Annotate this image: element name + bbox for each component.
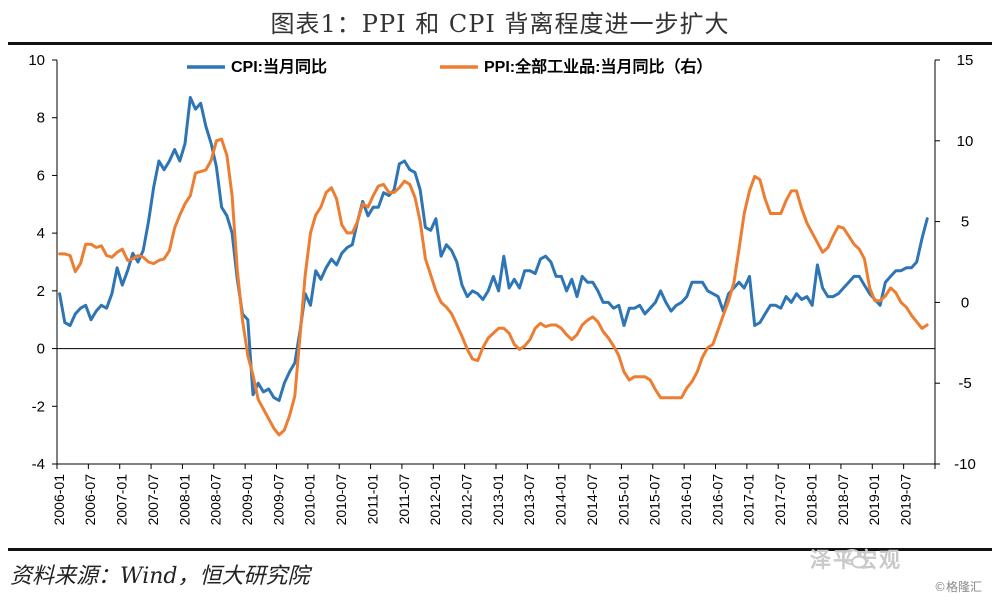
- y-left-tick-label: 6: [37, 167, 45, 184]
- x-tick-label: 2017-01: [741, 474, 757, 526]
- y-right-tick-label: 15: [957, 52, 974, 69]
- x-tick-label: 2011-07: [396, 474, 412, 525]
- x-tick-label: 2012-01: [427, 474, 443, 526]
- line-chart: -4 -2 0 2 4 6 8 10 -10 -5 0 5 10 15 2006-01 2006-07 2007…: [28, 52, 976, 526]
- x-tick-label: 2007-07: [145, 474, 161, 526]
- x-tick-label: 2010-07: [333, 474, 349, 526]
- y-left-tick-label: -2: [32, 398, 45, 415]
- x-tick-label: 2009-07: [270, 474, 286, 526]
- y-right-tick-label: -5: [958, 375, 971, 392]
- chart-title: 图表1：PPI 和 CPI 背离程度进一步扩大: [270, 10, 730, 38]
- x-tick-label: 2011-01: [364, 474, 380, 525]
- x-tick-label: 2015-01: [615, 474, 631, 526]
- legend-ppi-label: PPI:全部工业品:当月同比（右）: [484, 57, 712, 76]
- series-line-ppi: [58, 137, 929, 437]
- y-left-tick-label: 2: [37, 283, 45, 300]
- y-left-tick-label: 4: [37, 225, 45, 242]
- top-rule: [8, 42, 992, 45]
- y-right-tick-label: -10: [954, 456, 976, 473]
- x-tick-label: 2014-01: [553, 474, 569, 526]
- series-line-cpi: [58, 96, 929, 402]
- x-tick-label: 2013-01: [490, 474, 506, 526]
- bottom-rule: [8, 548, 992, 551]
- x-tick-label: 2018-07: [835, 474, 851, 526]
- y-right-tick-label: 5: [961, 214, 969, 231]
- wechat-icon: [842, 549, 867, 569]
- x-tick-label: 2012-07: [459, 474, 475, 526]
- x-tick-label: 2016-01: [678, 474, 694, 526]
- x-tick-label: 2016-07: [709, 474, 725, 526]
- y-left-tick-label: 8: [37, 110, 45, 127]
- x-tick-label: 2006-07: [82, 474, 98, 526]
- x-tick-label: 2017-07: [772, 474, 788, 526]
- x-tick-label: 2008-01: [176, 474, 192, 526]
- x-tick-label: 2010-01: [302, 474, 318, 526]
- watermark: ©格隆汇: [934, 580, 983, 594]
- x-tick-label: 2006-01: [51, 474, 67, 526]
- x-tick-label: 2007-01: [114, 474, 130, 526]
- y-right-tick-label: 0: [961, 294, 969, 311]
- x-tick-label: 2018-01: [803, 474, 819, 526]
- y-right-tick-label: 10: [957, 133, 974, 150]
- x-tick-label: 2008-07: [208, 474, 224, 526]
- x-tick-label: 2009-01: [239, 474, 255, 526]
- y-left-tick-label: 10: [28, 52, 45, 69]
- y-left-tick-label: 0: [37, 341, 45, 358]
- x-tick-label: 2019-01: [866, 474, 882, 526]
- x-tick-label: 2015-07: [647, 474, 663, 526]
- x-tick-label: 2013-07: [521, 474, 537, 526]
- x-tick-label: 2019-07: [898, 474, 914, 526]
- x-tick-label: 2014-07: [584, 474, 600, 526]
- legend-cpi-label: CPI:当月同比: [231, 57, 327, 76]
- source-note: 资料来源：Wind，恒大研究院: [10, 564, 310, 589]
- y-left-tick-label: -4: [32, 456, 45, 473]
